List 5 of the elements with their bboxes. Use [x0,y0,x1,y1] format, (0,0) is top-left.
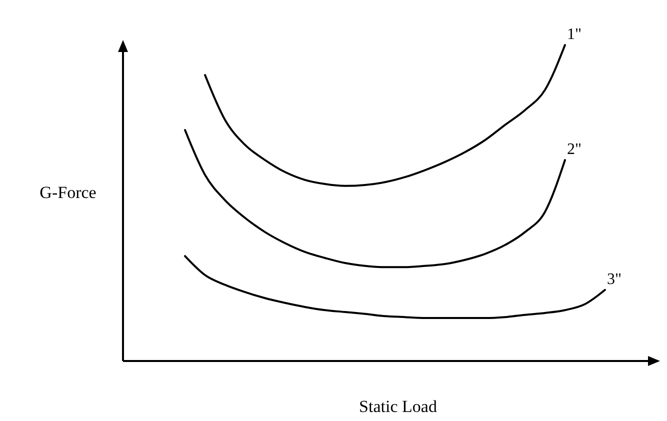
series-label: 2" [567,141,582,158]
series-label: 3" [607,270,622,288]
series-label: 1" [567,26,582,43]
x-axis-title: Static Load [359,397,438,416]
y-axis-title: G-Force [40,183,96,202]
